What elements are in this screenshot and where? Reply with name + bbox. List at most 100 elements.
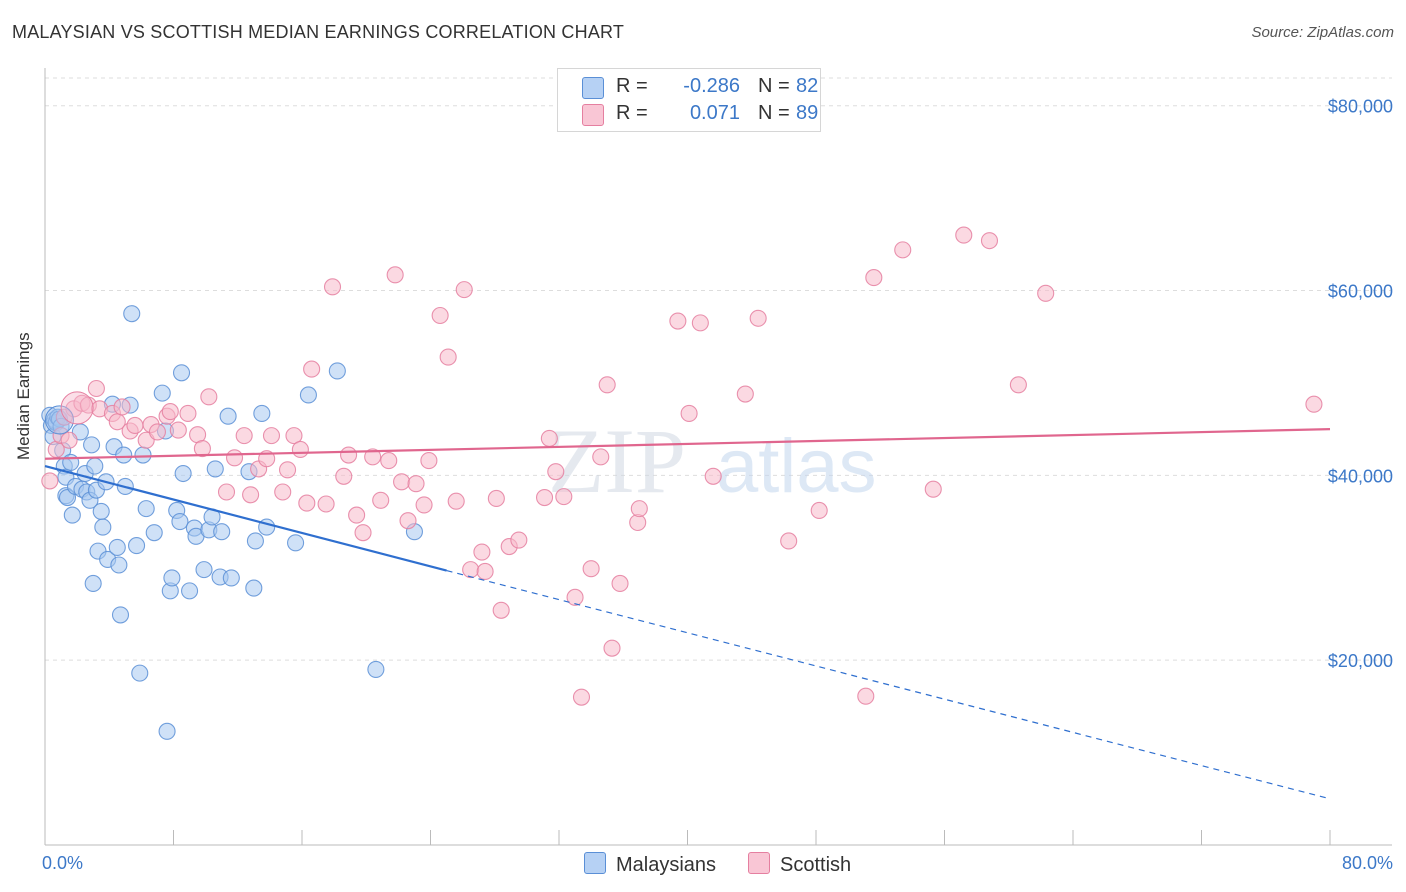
malaysian-point	[171, 513, 189, 531]
malaysian-point	[86, 457, 104, 475]
malaysian-point	[367, 660, 385, 678]
legend-r-label: R =	[616, 75, 648, 97]
bottom-legend-swatch-scottish	[748, 852, 770, 874]
scottish-point	[179, 404, 197, 422]
malaysian-point	[153, 384, 171, 402]
y-tick-label: $20,000	[1328, 651, 1393, 671]
scottish-point	[680, 404, 698, 422]
malaysian-point	[94, 518, 112, 536]
scottish-point	[372, 491, 390, 509]
scottish-point	[262, 427, 281, 445]
scottish-point	[317, 495, 335, 513]
malaysian-trend-line	[44, 465, 447, 572]
scottish-point	[298, 494, 316, 512]
scottish-point	[148, 423, 166, 441]
scottish-point	[780, 532, 798, 550]
legend-n-value: 89	[796, 102, 819, 124]
scottish-point	[200, 388, 218, 406]
scottish-point	[736, 385, 754, 403]
scottish-point	[492, 601, 510, 619]
scottish-point	[1037, 284, 1055, 302]
scottish-point	[476, 562, 494, 581]
malaysian-point	[63, 506, 81, 524]
scottish-point	[749, 309, 767, 327]
malaysian-point	[206, 460, 224, 478]
malaysian-point	[111, 606, 130, 624]
scottish-point	[415, 496, 433, 514]
scottish-point	[704, 467, 722, 485]
scottish-point	[340, 446, 358, 464]
malaysian-point	[222, 569, 240, 587]
scottish-point	[303, 360, 321, 378]
malaysian-point	[115, 446, 133, 464]
scottish-point	[60, 431, 78, 449]
malaysian-trend-line-projection	[446, 569, 1331, 800]
y-tick-label: $60,000	[1328, 282, 1393, 302]
bottom-legend-malaysians: Malaysians	[584, 852, 716, 877]
scottish-point	[865, 269, 883, 287]
scottish-point	[235, 427, 253, 445]
malaysian-point	[92, 502, 110, 520]
scottish-point	[431, 306, 449, 325]
chart-title: MALAYSIAN VS SCOTTISH MEDIAN EARNINGS CO…	[12, 22, 625, 42]
bottom-legend-label-scottish: Scottish	[780, 854, 852, 876]
malaysian-point	[299, 386, 317, 404]
scottish-point	[274, 483, 292, 501]
malaysian-point	[134, 446, 152, 464]
malaysian-point	[174, 464, 192, 483]
legend-n-label: N =	[758, 75, 790, 97]
malaysian-point	[123, 305, 141, 323]
scottish-point	[1305, 395, 1323, 413]
scottish-point	[399, 512, 417, 530]
correlation-legend: R = -0.286 N = 82 R = 0.071 N = 89	[557, 68, 821, 132]
scottish-point	[285, 427, 303, 445]
scottish-point	[87, 379, 105, 398]
x-tick-label-min: 0.0%	[42, 853, 83, 873]
legend-swatch-scottish	[582, 104, 604, 126]
scottish-point	[161, 403, 179, 421]
scottish-point	[598, 376, 616, 394]
scottish-trend-line	[44, 428, 1331, 460]
scottish-point	[225, 449, 244, 467]
scottish-point	[669, 312, 687, 330]
scottish-point	[924, 480, 942, 498]
scottish-point	[393, 473, 411, 491]
malaysian-point	[131, 664, 149, 682]
scottish-point	[566, 588, 584, 606]
scottish-point	[603, 639, 621, 657]
scottish-point	[386, 266, 404, 284]
legend-r-value: 0.071	[689, 102, 740, 124]
legend-n-value: 82	[796, 75, 819, 97]
malaysian-point	[328, 362, 346, 380]
scottish-point	[487, 489, 505, 508]
malaysian-point	[110, 556, 128, 574]
malaysian-point	[158, 722, 176, 740]
malaysian-point	[83, 436, 101, 454]
malaysian-point	[62, 453, 80, 471]
scottish-point	[41, 472, 59, 490]
malaysian-point	[84, 574, 102, 593]
scottish-point	[323, 278, 342, 296]
scottish-point	[894, 241, 912, 259]
scottish-point	[447, 492, 465, 510]
scottish-point	[455, 281, 473, 299]
scottish-point	[439, 348, 457, 366]
scottish-point	[572, 688, 591, 706]
scottish-point	[335, 467, 353, 485]
malaysian-point	[245, 579, 263, 597]
watermark: ZIP atlas	[548, 410, 877, 512]
malaysian-point	[137, 500, 155, 518]
scottish-point	[407, 475, 425, 493]
scottish-point	[462, 561, 480, 579]
legend-r-label: R =	[616, 102, 648, 124]
scottish-point	[169, 421, 187, 439]
malaysian-point	[181, 582, 199, 600]
source-label: Source: ZipAtlas.com	[1251, 24, 1394, 41]
malaysian-point	[108, 538, 126, 556]
legend-n-label: N =	[758, 102, 790, 124]
bottom-legend-scottish: Scottish	[748, 852, 851, 877]
malaysian-point	[287, 534, 305, 552]
scottish-point	[420, 452, 438, 470]
malaysian-point	[163, 569, 181, 587]
